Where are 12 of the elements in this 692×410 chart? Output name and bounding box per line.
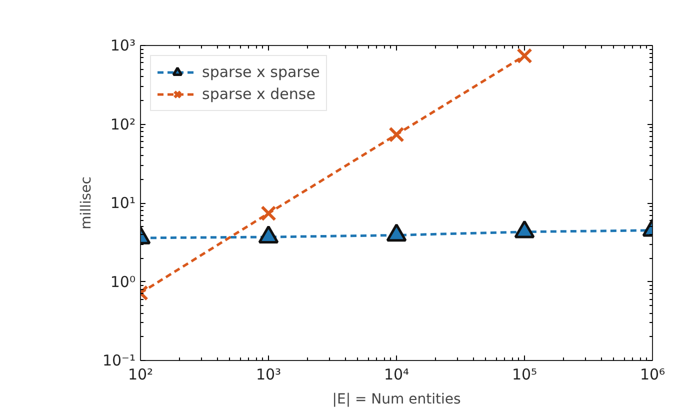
y-tick-label: 10² bbox=[110, 115, 136, 134]
x-tick-label: 10⁵ bbox=[512, 366, 538, 384]
x-tick-label: 10³ bbox=[256, 366, 282, 384]
y-axis-title: millisec bbox=[78, 176, 94, 230]
x-tick-label: 10⁴ bbox=[384, 366, 410, 384]
y-tick-label: 10¹ bbox=[110, 194, 136, 212]
y-tick-label: 10⁰ bbox=[110, 272, 136, 291]
legend-label: sparse x sparse bbox=[202, 63, 320, 81]
legend-label: sparse x dense bbox=[202, 85, 316, 103]
y-tick-label: 10³ bbox=[110, 36, 136, 54]
x-tick-label: 10⁶ bbox=[640, 366, 666, 384]
x-axis-title: |E| = Num entities bbox=[332, 392, 461, 408]
